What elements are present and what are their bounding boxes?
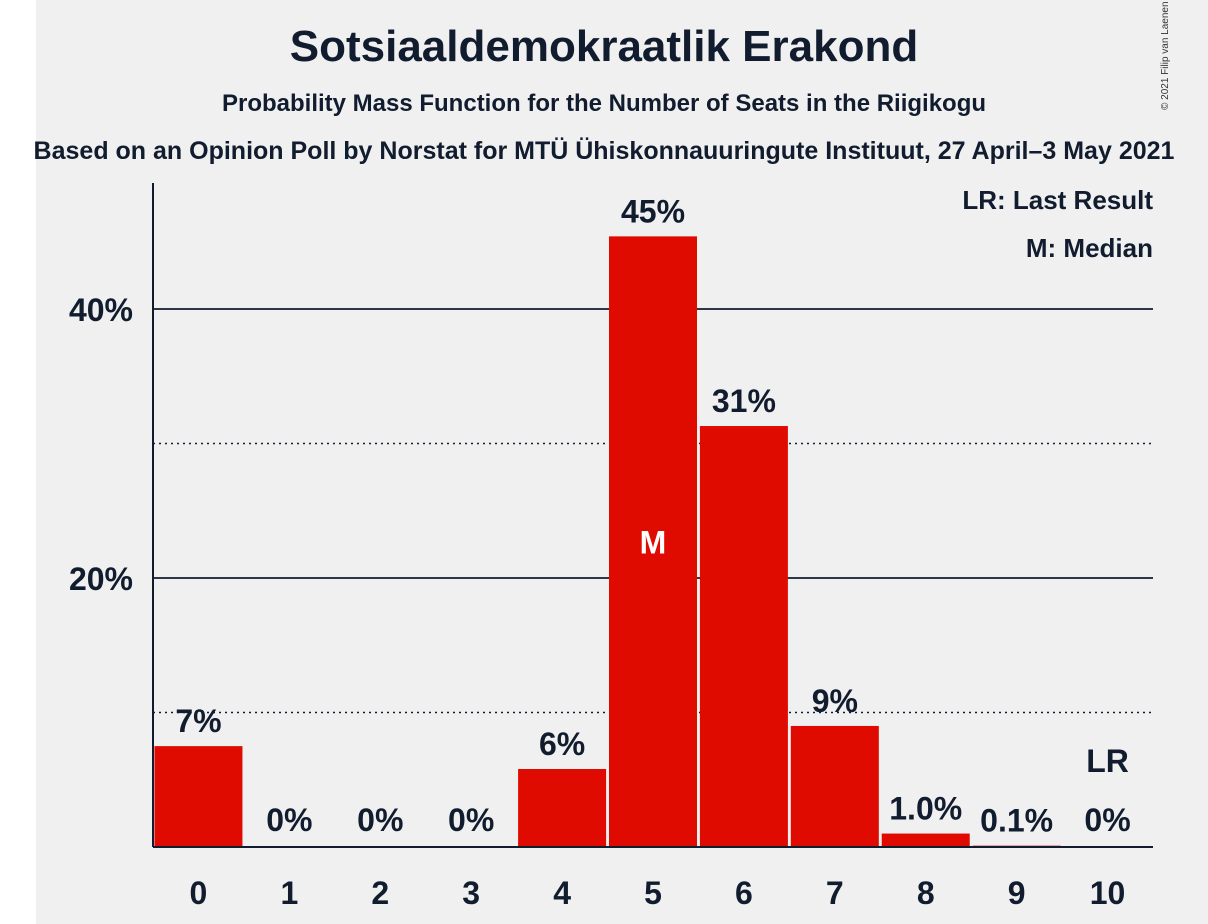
bar-value-label: 0% [266,802,312,838]
bar-0 [154,746,243,847]
bars [154,236,1061,847]
y-tick-label: 40% [69,292,133,328]
legend: LR: Last Result M: Median [962,185,1153,263]
bar-value-label: 0% [357,802,403,838]
x-tick-label: 9 [1008,875,1026,911]
chart-subtitle: Probability Mass Function for the Number… [221,90,987,117]
legend-entry: LR: Last Result [962,185,1153,215]
x-tick-label: 4 [553,875,571,911]
x-tick-label: 1 [280,875,298,911]
bar-value-label: 1.0% [889,791,962,827]
x-tick-label: 5 [644,875,662,911]
last-result-marker: LR [1086,743,1129,779]
legend-entry: M: Median [1026,233,1153,263]
median-marker: M [640,525,667,561]
bar-value-label: 7% [175,703,221,739]
bar-value-label: 6% [539,726,585,762]
chart-source: Based on an Opinion Poll by Norstat for … [33,137,1175,165]
x-tick-label: 2 [371,875,389,911]
bar-value-label: 0.1% [980,803,1053,839]
x-tick-label: 7 [826,875,844,911]
bar-6 [699,426,788,847]
chart-title: Sotsiaaldemokraatlik Erakond [289,22,919,71]
labels: 20%40%7%00%10%20%36%445%5M31%69%71.0%80.… [69,193,1131,911]
axes [152,183,1153,848]
bar-8 [881,833,970,847]
bar-value-label: 45% [621,193,685,229]
bar-value-label: 0% [1084,802,1130,838]
x-tick-label: 3 [462,875,480,911]
bar-5 [609,236,697,847]
x-tick-label: 8 [917,875,935,911]
bar-value-label: 31% [712,383,776,419]
bar-value-label: 0% [448,802,494,838]
bar-4 [518,768,607,847]
x-tick-label: 0 [190,875,208,911]
y-tick-label: 20% [69,561,133,597]
x-tick-label: 10 [1090,875,1126,911]
bar-7 [790,725,879,847]
x-tick-label: 6 [735,875,753,911]
bar-value-label: 9% [812,683,858,719]
